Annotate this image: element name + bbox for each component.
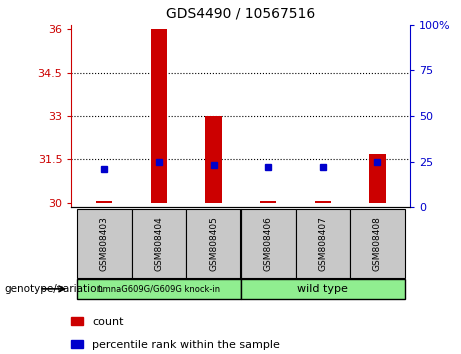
Text: GSM808404: GSM808404 — [154, 216, 163, 271]
Text: GSM808403: GSM808403 — [100, 216, 109, 271]
Bar — [151, 29, 167, 203]
Text: GSM808406: GSM808406 — [264, 216, 273, 271]
Bar — [241, 209, 296, 278]
Bar — [77, 279, 241, 299]
Text: wild type: wild type — [297, 284, 349, 294]
Bar — [205, 116, 222, 203]
Text: GSM808408: GSM808408 — [373, 216, 382, 271]
Bar — [260, 201, 277, 203]
Text: GSM808405: GSM808405 — [209, 216, 218, 271]
Bar — [241, 279, 405, 299]
Text: percentile rank within the sample: percentile rank within the sample — [92, 340, 280, 350]
Bar — [315, 201, 331, 203]
Text: genotype/variation: genotype/variation — [5, 284, 104, 294]
Title: GDS4490 / 10567516: GDS4490 / 10567516 — [166, 7, 315, 21]
Bar — [131, 209, 186, 278]
Text: LmnaG609G/G609G knock-in: LmnaG609G/G609G knock-in — [98, 284, 220, 293]
Bar — [96, 201, 112, 203]
Bar — [369, 154, 386, 203]
Bar — [350, 209, 405, 278]
Text: GSM808407: GSM808407 — [319, 216, 327, 271]
Bar — [77, 209, 131, 278]
Text: count: count — [92, 317, 124, 327]
Bar — [186, 209, 241, 278]
Bar — [296, 209, 350, 278]
